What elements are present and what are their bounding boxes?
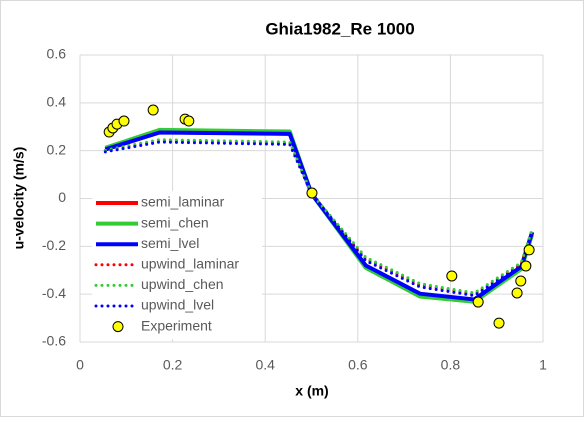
x-tick-label: 0.2 xyxy=(163,357,183,373)
experiment-point xyxy=(118,115,130,127)
legend-label: semi_chen xyxy=(141,214,209,230)
series-line xyxy=(103,138,534,295)
y-tick-label: 0.6 xyxy=(47,46,67,62)
experiment-point xyxy=(147,104,159,116)
experiment-point xyxy=(520,260,532,272)
x-tick-label: 0.4 xyxy=(255,357,275,373)
legend-label: upwind_laminar xyxy=(141,256,239,272)
y-tick-label: -0.4 xyxy=(42,285,66,301)
y-axis-label: u-velocity (m/s) xyxy=(11,147,27,250)
legend-label: upwind_lvel xyxy=(141,297,214,313)
legend-label: upwind_chen xyxy=(141,276,224,292)
experiment-point xyxy=(472,296,484,308)
y-tick-label: -0.2 xyxy=(42,237,66,253)
legend-label: semi_laminar xyxy=(141,194,225,210)
chart-title: Ghia1982_Re 1000 xyxy=(265,19,414,38)
experiment-point xyxy=(515,275,527,287)
legend-label: semi_lvel xyxy=(141,235,199,251)
experiment-point xyxy=(446,270,458,282)
experiment-point xyxy=(493,317,505,329)
experiment-point xyxy=(511,287,523,299)
x-tick-label: 1 xyxy=(539,357,547,373)
x-axis-label: x (m) xyxy=(295,383,328,399)
y-tick-label: 0.4 xyxy=(47,94,67,110)
y-tick-label: 0 xyxy=(58,189,66,205)
experiment-point xyxy=(183,115,195,127)
series-line xyxy=(103,140,534,298)
legend-label: Experiment xyxy=(141,317,212,333)
legend-marker xyxy=(112,321,124,333)
series-line xyxy=(104,130,535,302)
experiment-point xyxy=(306,187,318,199)
y-tick-label: -0.6 xyxy=(42,333,66,349)
x-tick-label: 0.6 xyxy=(348,357,368,373)
x-tick-label: 0 xyxy=(76,357,84,373)
y-tick-label: 0.2 xyxy=(47,141,67,157)
x-tick-label: 0.8 xyxy=(441,357,461,373)
experiment-point xyxy=(523,244,535,256)
